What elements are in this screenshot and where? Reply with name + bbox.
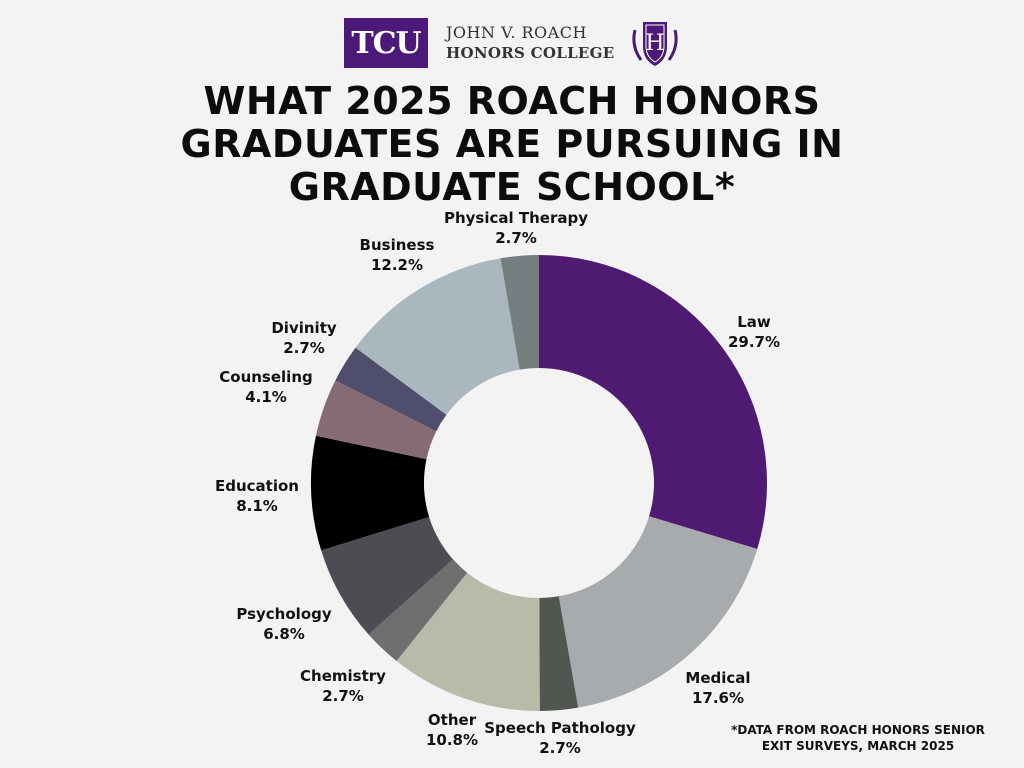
slice-label-name: Chemistry <box>300 667 386 685</box>
college-name: JOHN V. ROACH HONORS COLLEGE <box>446 23 626 63</box>
slice-label-name: Law <box>737 313 771 331</box>
slice-label-chemistry: Chemistry 2.7% <box>300 666 386 706</box>
donut-hole <box>425 369 653 597</box>
slice-label-education: Education 8.1% <box>215 476 299 516</box>
slice-medical <box>558 516 758 708</box>
slice-other <box>396 572 540 712</box>
slice-label-name: Education <box>215 477 299 495</box>
slice-label-value: 2.7% <box>283 339 325 357</box>
footnote-line: *DATA FROM ROACH HONORS SENIOR <box>731 723 985 737</box>
slice-label-value: 2.7% <box>322 687 364 705</box>
footnote-line: EXIT SURVEYS, MARCH 2025 <box>761 739 955 753</box>
slice-psychology <box>321 516 454 635</box>
slice-chemistry <box>368 559 468 662</box>
slice-label-value: 10.8% <box>425 731 479 749</box>
slice-label-name: Counseling <box>219 368 313 386</box>
slice-label-value: 29.7% <box>727 333 781 351</box>
slice-label-value: 2.7% <box>495 229 537 247</box>
header: TCU JOHN V. ROACH HONORS COLLEGE H <box>0 14 1024 70</box>
title-line: GRADUATE SCHOOL* <box>288 165 736 209</box>
title-line: WHAT 2025 ROACH HONORS <box>203 79 821 123</box>
slice-counseling <box>315 380 437 460</box>
slice-label-value: 8.1% <box>236 497 278 515</box>
slice-label-divinity: Divinity 2.7% <box>271 318 336 358</box>
slice-speech-pathology <box>539 596 579 711</box>
title-line: GRADUATES ARE PURSUING IN <box>180 122 844 166</box>
slice-label-other: Other 10.8% <box>426 710 478 750</box>
honors-crest-icon: H <box>632 22 678 66</box>
slice-education <box>311 435 430 551</box>
footnote: *DATA FROM ROACH HONORS SENIOR EXIT SURV… <box>708 722 1008 754</box>
slice-business <box>355 258 520 415</box>
slice-label-name: Other <box>427 711 477 729</box>
tcu-logo: TCU <box>344 18 428 68</box>
slice-label-name: Psychology <box>236 605 332 623</box>
slice-label-speech-pathology: Speech Pathology 2.7% <box>484 718 636 758</box>
slice-label-counseling: Counseling 4.1% <box>219 367 312 407</box>
slice-label-medical: Medical 17.6% <box>685 668 750 708</box>
slice-label-value: 4.1% <box>245 388 287 406</box>
chart-title: WHAT 2025 ROACH HONORS GRADUATES ARE PUR… <box>0 80 1024 209</box>
slice-label-law: Law 29.7% <box>728 312 780 352</box>
slice-label-name: Business <box>359 236 435 254</box>
slice-label-value: 12.2% <box>370 256 424 274</box>
slice-label-value: 2.7% <box>539 739 581 757</box>
slice-label-name: Medical <box>685 669 751 687</box>
slice-label-name: Divinity <box>271 319 337 337</box>
slice-label-physical-therapy: Physical Therapy 2.7% <box>444 208 588 248</box>
slice-label-name: Speech Pathology <box>484 719 636 737</box>
crest-letter: H <box>645 31 664 56</box>
college-name-line1: JOHN V. ROACH <box>446 23 587 42</box>
slice-law <box>539 255 767 549</box>
slice-divinity <box>335 347 447 432</box>
slice-physical-therapy <box>500 255 539 370</box>
slice-label-name: Physical Therapy <box>443 209 589 227</box>
slice-label-psychology: Psychology 6.8% <box>236 604 331 644</box>
college-name-line2: HONORS COLLEGE <box>446 44 615 62</box>
slice-label-value: 6.8% <box>263 625 305 643</box>
slice-label-business: Business 12.2% <box>360 235 435 275</box>
slice-label-value: 17.6% <box>691 689 745 707</box>
